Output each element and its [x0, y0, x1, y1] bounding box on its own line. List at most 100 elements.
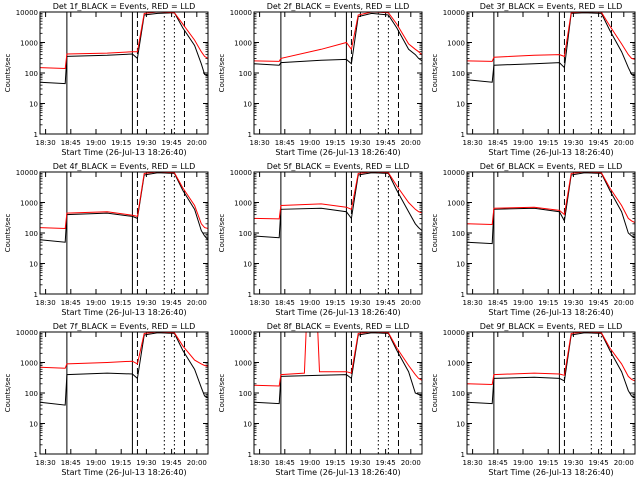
panel-title: Det 4f_BLACK = Events, RED = LLD: [53, 162, 196, 171]
y-tick-label: 10000: [443, 169, 465, 177]
chart-panel-3: Det 3f_BLACK = Events, RED = LLD Counts/s…: [431, 2, 636, 157]
x-tick-label: 19:00: [513, 459, 533, 467]
y-tick-label: 10: [243, 261, 252, 269]
x-axis-label: Start Time (26-Jul-13 18:26:40): [275, 468, 400, 477]
series-line-lld: [466, 171, 636, 226]
x-tick-label: 20:00: [614, 459, 634, 467]
x-tick-label: 19:15: [538, 459, 558, 467]
x-tick-label: 19:30: [563, 459, 583, 467]
y-tick-label: 10000: [230, 169, 252, 177]
y-tick-label: 10: [29, 261, 38, 269]
chart-panel-6: Det 6f_BLACK = Events, RED = LLD Counts/s…: [431, 162, 636, 317]
y-tick-label: 100: [452, 230, 465, 238]
series-line-lld: [253, 331, 423, 387]
y-tick-label: 1000: [447, 360, 465, 368]
chart-panel-9: Det 9f_BLACK = Events, RED = LLD Counts/s…: [431, 322, 636, 477]
x-tick-label: 19:30: [350, 139, 370, 147]
y-tick-label: 100: [239, 70, 252, 78]
x-tick-label: 19:00: [300, 299, 320, 307]
panel-title: Det 5f_BLACK = Events, RED = LLD: [267, 162, 410, 171]
x-tick-label: 20:00: [401, 459, 421, 467]
series-line-events: [39, 332, 209, 406]
x-tick-label: 19:45: [589, 299, 609, 307]
y-axis-label: Counts/sec: [431, 214, 439, 253]
x-tick-label: 19:00: [300, 459, 320, 467]
x-tick-label: 19:15: [111, 299, 131, 307]
x-tick-label: 20:00: [187, 459, 207, 467]
panel-title: Det 3f_BLACK = Events, RED = LLD: [480, 2, 623, 11]
x-tick-label: 18:45: [61, 459, 81, 467]
x-tick-label: 19:15: [538, 139, 558, 147]
y-axis-label: Counts/sec: [218, 54, 226, 93]
plot-frame: [466, 171, 636, 295]
x-axis-label: Start Time (26-Jul-13 18:26:40): [488, 468, 613, 477]
y-tick-label: 1000: [234, 40, 252, 48]
y-tick-label: 100: [239, 390, 252, 398]
x-tick-label: 20:00: [187, 299, 207, 307]
series-line-events: [253, 12, 423, 66]
x-axis-label: Start Time (26-Jul-13 18:26:40): [488, 308, 613, 317]
y-tick-label: 10: [456, 261, 465, 269]
x-tick-label: 18:45: [275, 459, 295, 467]
y-tick-label: 10: [456, 101, 465, 109]
x-tick-label: 18:45: [488, 299, 508, 307]
series-line-lld: [39, 11, 209, 70]
x-tick-label: 18:45: [275, 299, 295, 307]
panel-title: Det 1f_BLACK = Events, RED = LLD: [53, 2, 196, 11]
series-line-events: [253, 332, 423, 405]
x-tick-label: 18:45: [61, 139, 81, 147]
y-tick-label: 10: [243, 101, 252, 109]
x-axis-label: Start Time (26-Jul-13 18:26:40): [61, 468, 186, 477]
x-tick-label: 20:00: [614, 139, 634, 147]
x-axis-label: Start Time (26-Jul-13 18:26:40): [488, 148, 613, 157]
y-tick-label: 1000: [234, 200, 252, 208]
x-tick-label: 18:45: [275, 139, 295, 147]
y-axis-label: Counts/sec: [218, 374, 226, 413]
x-axis-label: Start Time (26-Jul-13 18:26:40): [61, 308, 186, 317]
chart-panel-4: Det 4f_BLACK = Events, RED = LLD Counts/s…: [4, 162, 209, 317]
x-tick-label: 19:30: [350, 299, 370, 307]
y-tick-label: 1000: [447, 200, 465, 208]
x-tick-label: 19:30: [563, 139, 583, 147]
x-tick-label: 19:30: [136, 459, 156, 467]
y-tick-label: 1: [34, 451, 38, 459]
y-tick-label: 1: [34, 131, 38, 139]
plot-frame: [253, 331, 423, 455]
series-line-lld: [466, 11, 636, 62]
x-axis-label: Start Time (26-Jul-13 18:26:40): [61, 148, 186, 157]
y-tick-label: 1000: [20, 360, 38, 368]
chart-panel-8: Det 8f_BLACK = Events, RED = LLD Counts/s…: [218, 322, 423, 477]
series-line-lld: [39, 171, 209, 230]
y-tick-label: 10000: [230, 329, 252, 337]
y-tick-label: 100: [25, 70, 38, 78]
x-tick-label: 20:00: [187, 139, 207, 147]
plot-frame: [39, 171, 209, 295]
x-tick-label: 18:30: [250, 459, 270, 467]
x-tick-label: 19:30: [136, 299, 156, 307]
panel-title: Det 7f_BLACK = Events, RED = LLD: [53, 322, 196, 331]
y-tick-label: 10000: [16, 169, 38, 177]
y-tick-label: 1000: [20, 40, 38, 48]
x-tick-label: 19:45: [162, 299, 182, 307]
y-axis-label: Counts/sec: [218, 214, 226, 253]
plot-frame: [253, 11, 423, 135]
x-tick-label: 19:00: [86, 299, 106, 307]
y-tick-label: 10000: [230, 9, 252, 17]
y-tick-label: 10: [243, 421, 252, 429]
series-line-lld: [466, 331, 636, 386]
series-line-events: [466, 172, 636, 245]
x-tick-label: 19:45: [589, 459, 609, 467]
x-tick-label: 19:45: [162, 459, 182, 467]
y-tick-label: 100: [452, 70, 465, 78]
plot-frame: [466, 11, 636, 135]
y-tick-label: 1: [461, 131, 465, 139]
chart-panel-5: Det 5f_BLACK = Events, RED = LLD Counts/s…: [218, 162, 423, 317]
series-line-events: [39, 12, 209, 85]
x-tick-label: 20:00: [401, 299, 421, 307]
x-tick-label: 19:45: [589, 139, 609, 147]
y-axis-label: Counts/sec: [431, 54, 439, 93]
series-line-events: [253, 172, 423, 239]
x-tick-label: 18:30: [463, 299, 483, 307]
x-tick-label: 20:00: [401, 139, 421, 147]
